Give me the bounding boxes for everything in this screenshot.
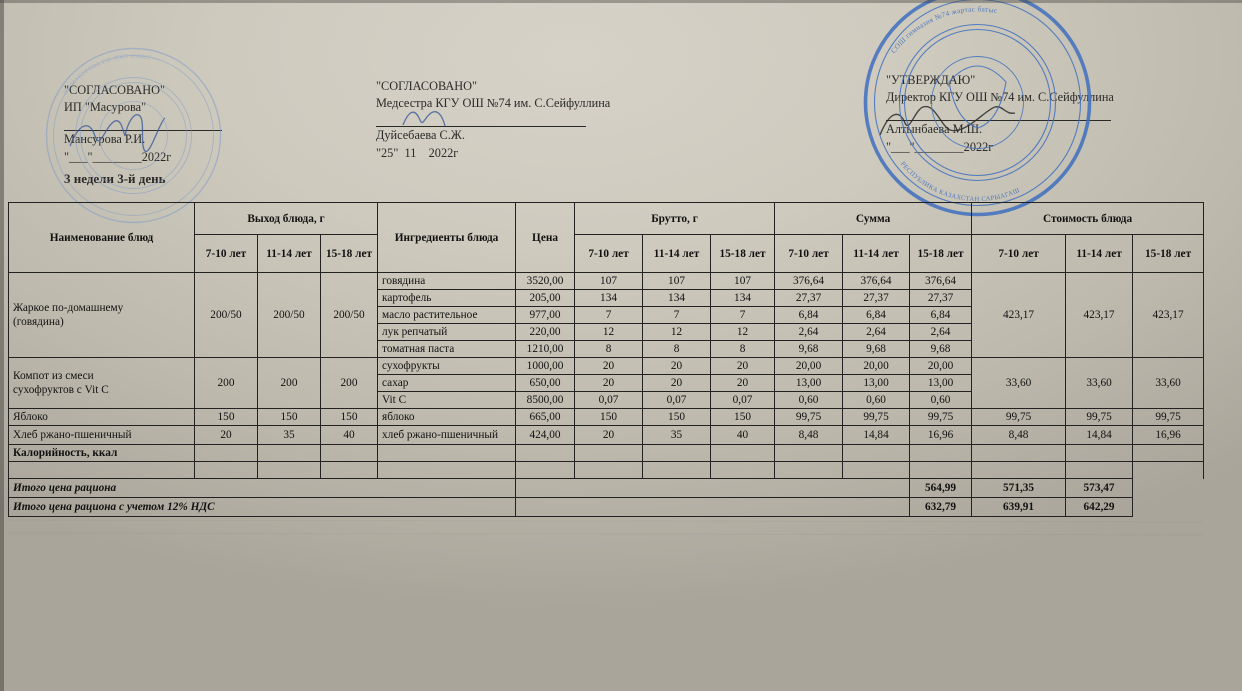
svg-text:СОШ гимназия №74 жартас батыс: СОШ гимназия №74 жартас батыс [889,4,999,55]
svg-text:РЕСПУБЛИКА КАЗАХСТАН САРЫАГАШ: РЕСПУБЛИКА КАЗАХСТАН САРЫАГАШ [899,161,1021,203]
